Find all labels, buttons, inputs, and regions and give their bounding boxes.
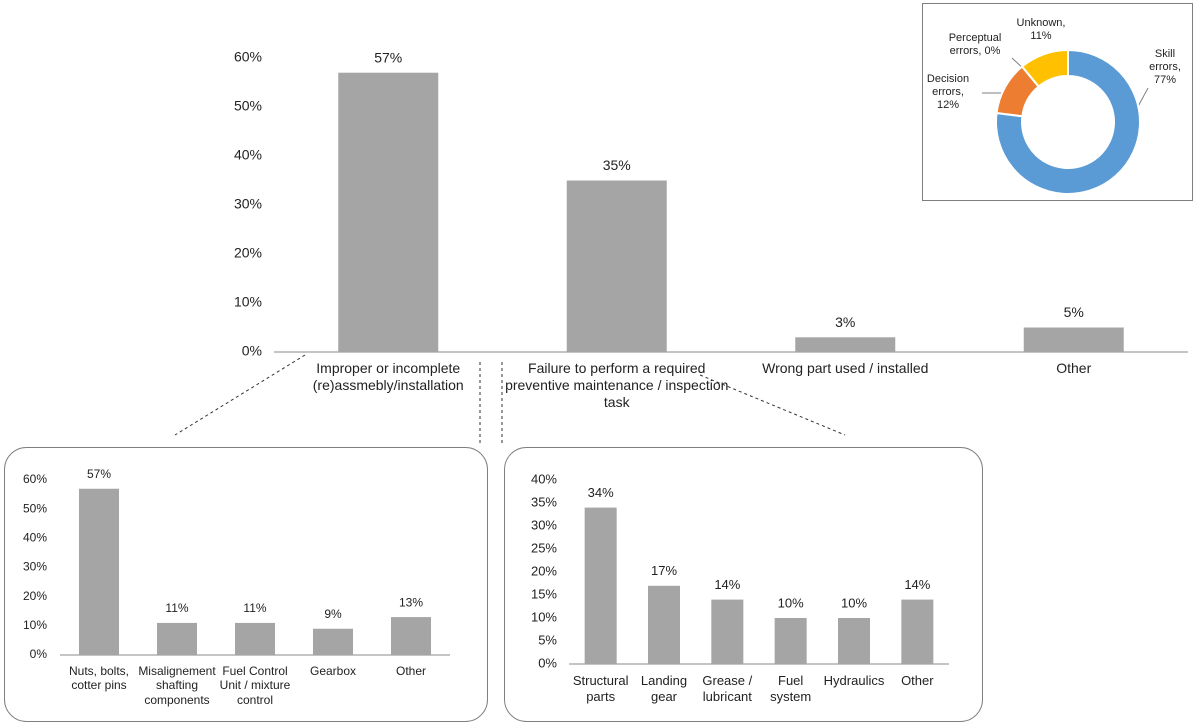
bar (157, 622, 197, 655)
bar (338, 72, 439, 352)
x-tick-label: Wrong part used / installed (762, 360, 929, 376)
bar (391, 617, 431, 655)
panel-frame (4, 447, 488, 722)
slice-label: Decision errors, 12% (926, 73, 970, 112)
donut-slice (995, 48, 1141, 195)
x-tick-label: Misalignement shafting components (138, 664, 216, 707)
y-tick-label: 30% (234, 196, 262, 212)
y-tick-label: 30% (531, 517, 557, 532)
bar (235, 622, 275, 655)
y-tick-label: 0% (242, 343, 262, 359)
bar (648, 585, 680, 664)
y-tick-label: 15% (531, 586, 557, 601)
slice-label: Skill errors, 77% (1149, 48, 1181, 87)
y-tick-label: 20% (234, 245, 262, 261)
x-tick-label: Gearbox (309, 664, 357, 678)
x-tick-label: Failure to perform a required preventive… (505, 360, 729, 410)
bar (901, 599, 934, 664)
bar (795, 337, 896, 352)
y-tick-label: 20% (531, 563, 557, 578)
value-label: 34% (588, 485, 614, 500)
x-tick-label: Fuel system (770, 673, 812, 704)
value-label: 9% (324, 607, 342, 621)
bar (1023, 327, 1124, 352)
bar (79, 488, 119, 655)
y-tick-label: 25% (531, 540, 557, 555)
y-tick-label: 10% (23, 618, 47, 632)
x-tick-label: Structural parts (572, 673, 629, 704)
slice-label: Perceptual errors, 0% (948, 32, 1002, 58)
y-tick-label: 5% (538, 632, 557, 647)
x-tick-label: Other (901, 673, 934, 688)
value-label: 14% (904, 577, 930, 592)
x-tick-label: Landing gear (640, 673, 688, 704)
bar (774, 618, 807, 664)
x-tick-label: Other (1056, 360, 1092, 376)
x-tick-label: Hydraulics (823, 673, 885, 688)
value-label: 13% (399, 595, 423, 609)
y-tick-label: 40% (234, 147, 262, 163)
y-tick-label: 10% (531, 609, 557, 624)
value-label: 3% (835, 314, 855, 330)
slice-label: Unknown, 11% (1016, 17, 1066, 43)
bar (711, 599, 744, 664)
y-tick-label: 60% (23, 472, 47, 486)
value-label: 5% (1064, 304, 1084, 320)
x-tick-label: Grease / lubricant (702, 673, 753, 704)
y-tick-label: 10% (234, 294, 262, 310)
value-label: 35% (603, 157, 631, 173)
value-label: 14% (714, 577, 740, 592)
y-tick-label: 0% (538, 655, 557, 670)
x-tick-label: Other (395, 664, 426, 678)
y-tick-label: 50% (234, 98, 262, 114)
y-tick-label: 20% (23, 589, 47, 603)
donut-slice (1020, 48, 1069, 88)
connector-lines (174, 354, 846, 445)
panel-frame (922, 3, 1193, 201)
x-tick-label: Improper or incomplete (re)assmebly/inst… (312, 360, 464, 393)
value-label: 10% (778, 595, 804, 610)
x-tick-label: Nuts, bolts, cotter pins (68, 664, 130, 693)
y-tick-label: 35% (531, 494, 557, 509)
value-label: 57% (87, 467, 111, 481)
y-tick-label: 0% (30, 647, 48, 661)
value-label: 57% (374, 49, 402, 65)
bar (566, 180, 667, 352)
y-tick-label: 60% (234, 49, 262, 65)
value-label: 10% (841, 595, 867, 610)
y-tick-label: 40% (531, 471, 557, 486)
bar (313, 628, 353, 655)
x-tick-label: Fuel Control Unit / mixture control (219, 664, 291, 707)
y-tick-label: 50% (23, 501, 47, 515)
y-tick-label: 30% (23, 560, 47, 574)
value-label: 11% (165, 601, 188, 615)
value-label: 17% (651, 563, 677, 578)
value-label: 11% (243, 601, 266, 615)
bar (584, 507, 617, 664)
bar (838, 618, 870, 664)
y-tick-label: 40% (23, 531, 47, 545)
panel-frame (504, 447, 983, 722)
